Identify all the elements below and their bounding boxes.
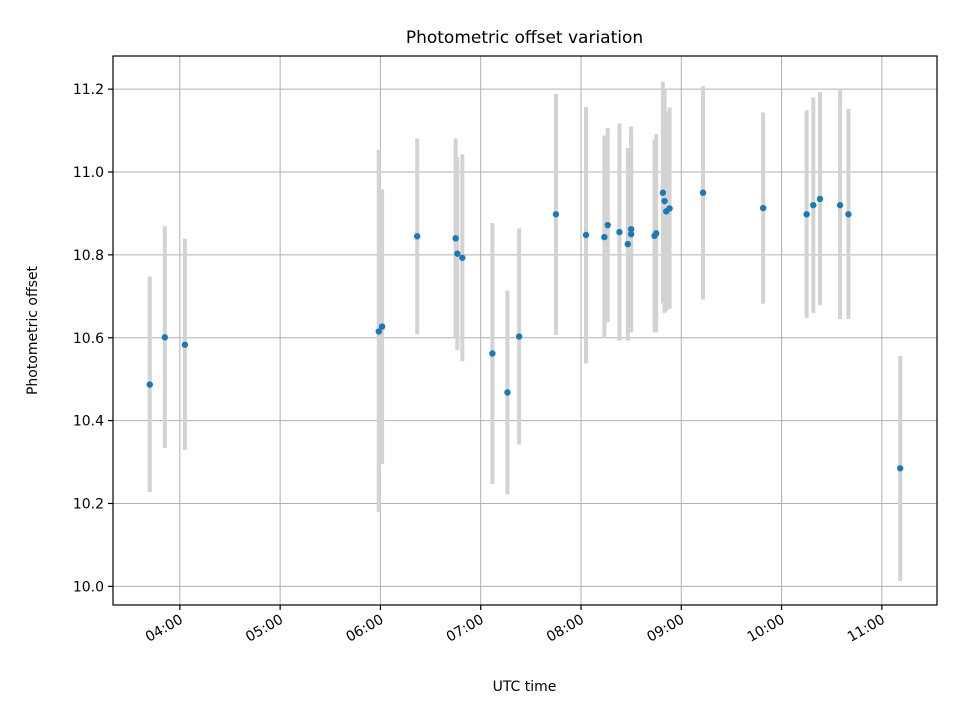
error-bars [147, 81, 903, 581]
data-point [666, 205, 673, 212]
x-tick-label: 04:00 [143, 612, 186, 646]
y-axis: 10.0 10.2 10.4 10.6 10.8 11.0 11.2 [73, 82, 113, 595]
data-point [845, 211, 852, 218]
data-point [816, 195, 824, 203]
grid [113, 56, 937, 605]
data-point [759, 204, 767, 212]
data-point [616, 228, 623, 236]
data-point [582, 231, 590, 239]
data-point [452, 235, 459, 242]
x-axis-label: UTC time [493, 679, 557, 695]
x-tick-label: 11:00 [845, 612, 888, 646]
data-point [661, 197, 668, 205]
y-tick-label: 10.4 [73, 414, 104, 430]
data-point [146, 381, 153, 388]
y-tick-label: 10.2 [73, 496, 104, 512]
y-tick-label: 11.0 [73, 165, 104, 181]
data-point [459, 254, 466, 261]
data-points [146, 189, 904, 472]
data-point [504, 389, 511, 396]
chart-title: Photometric offset variation [406, 28, 643, 48]
x-tick-label: 06:00 [343, 612, 386, 646]
data-point [699, 189, 707, 196]
y-axis-label: Photometric offset [25, 265, 41, 395]
data-point [375, 328, 382, 335]
data-point [454, 250, 461, 257]
data-point [659, 189, 667, 196]
y-tick-label: 10.6 [73, 331, 104, 347]
x-axis: 04:00 05:00 06:00 07:00 08:00 09:00 10:00 11:00 [143, 605, 888, 646]
y-tick-label: 10.0 [73, 579, 104, 595]
data-point [515, 333, 523, 340]
data-point [552, 211, 560, 218]
y-tick-label: 11.2 [73, 82, 104, 98]
data-point [601, 233, 608, 241]
x-tick-label: 08:00 [544, 612, 587, 646]
data-point [161, 334, 169, 341]
data-point [897, 465, 904, 472]
x-tick-label: 09:00 [644, 612, 687, 646]
data-point [413, 233, 421, 240]
data-point [489, 350, 496, 357]
data-point [653, 230, 660, 237]
data-point [810, 201, 817, 209]
data-point [604, 221, 611, 229]
plot-frame [112, 55, 938, 606]
data-point [836, 201, 844, 209]
x-tick-label: 05:00 [243, 612, 286, 646]
y-tick-label: 10.8 [73, 248, 104, 264]
data-point [378, 323, 386, 330]
data-point [627, 230, 635, 238]
x-tick-label: 07:00 [444, 612, 487, 646]
data-point [181, 341, 189, 348]
data-point [627, 225, 635, 233]
data-point [624, 240, 631, 248]
data-point [803, 211, 810, 218]
x-tick-label: 10:00 [745, 612, 788, 646]
